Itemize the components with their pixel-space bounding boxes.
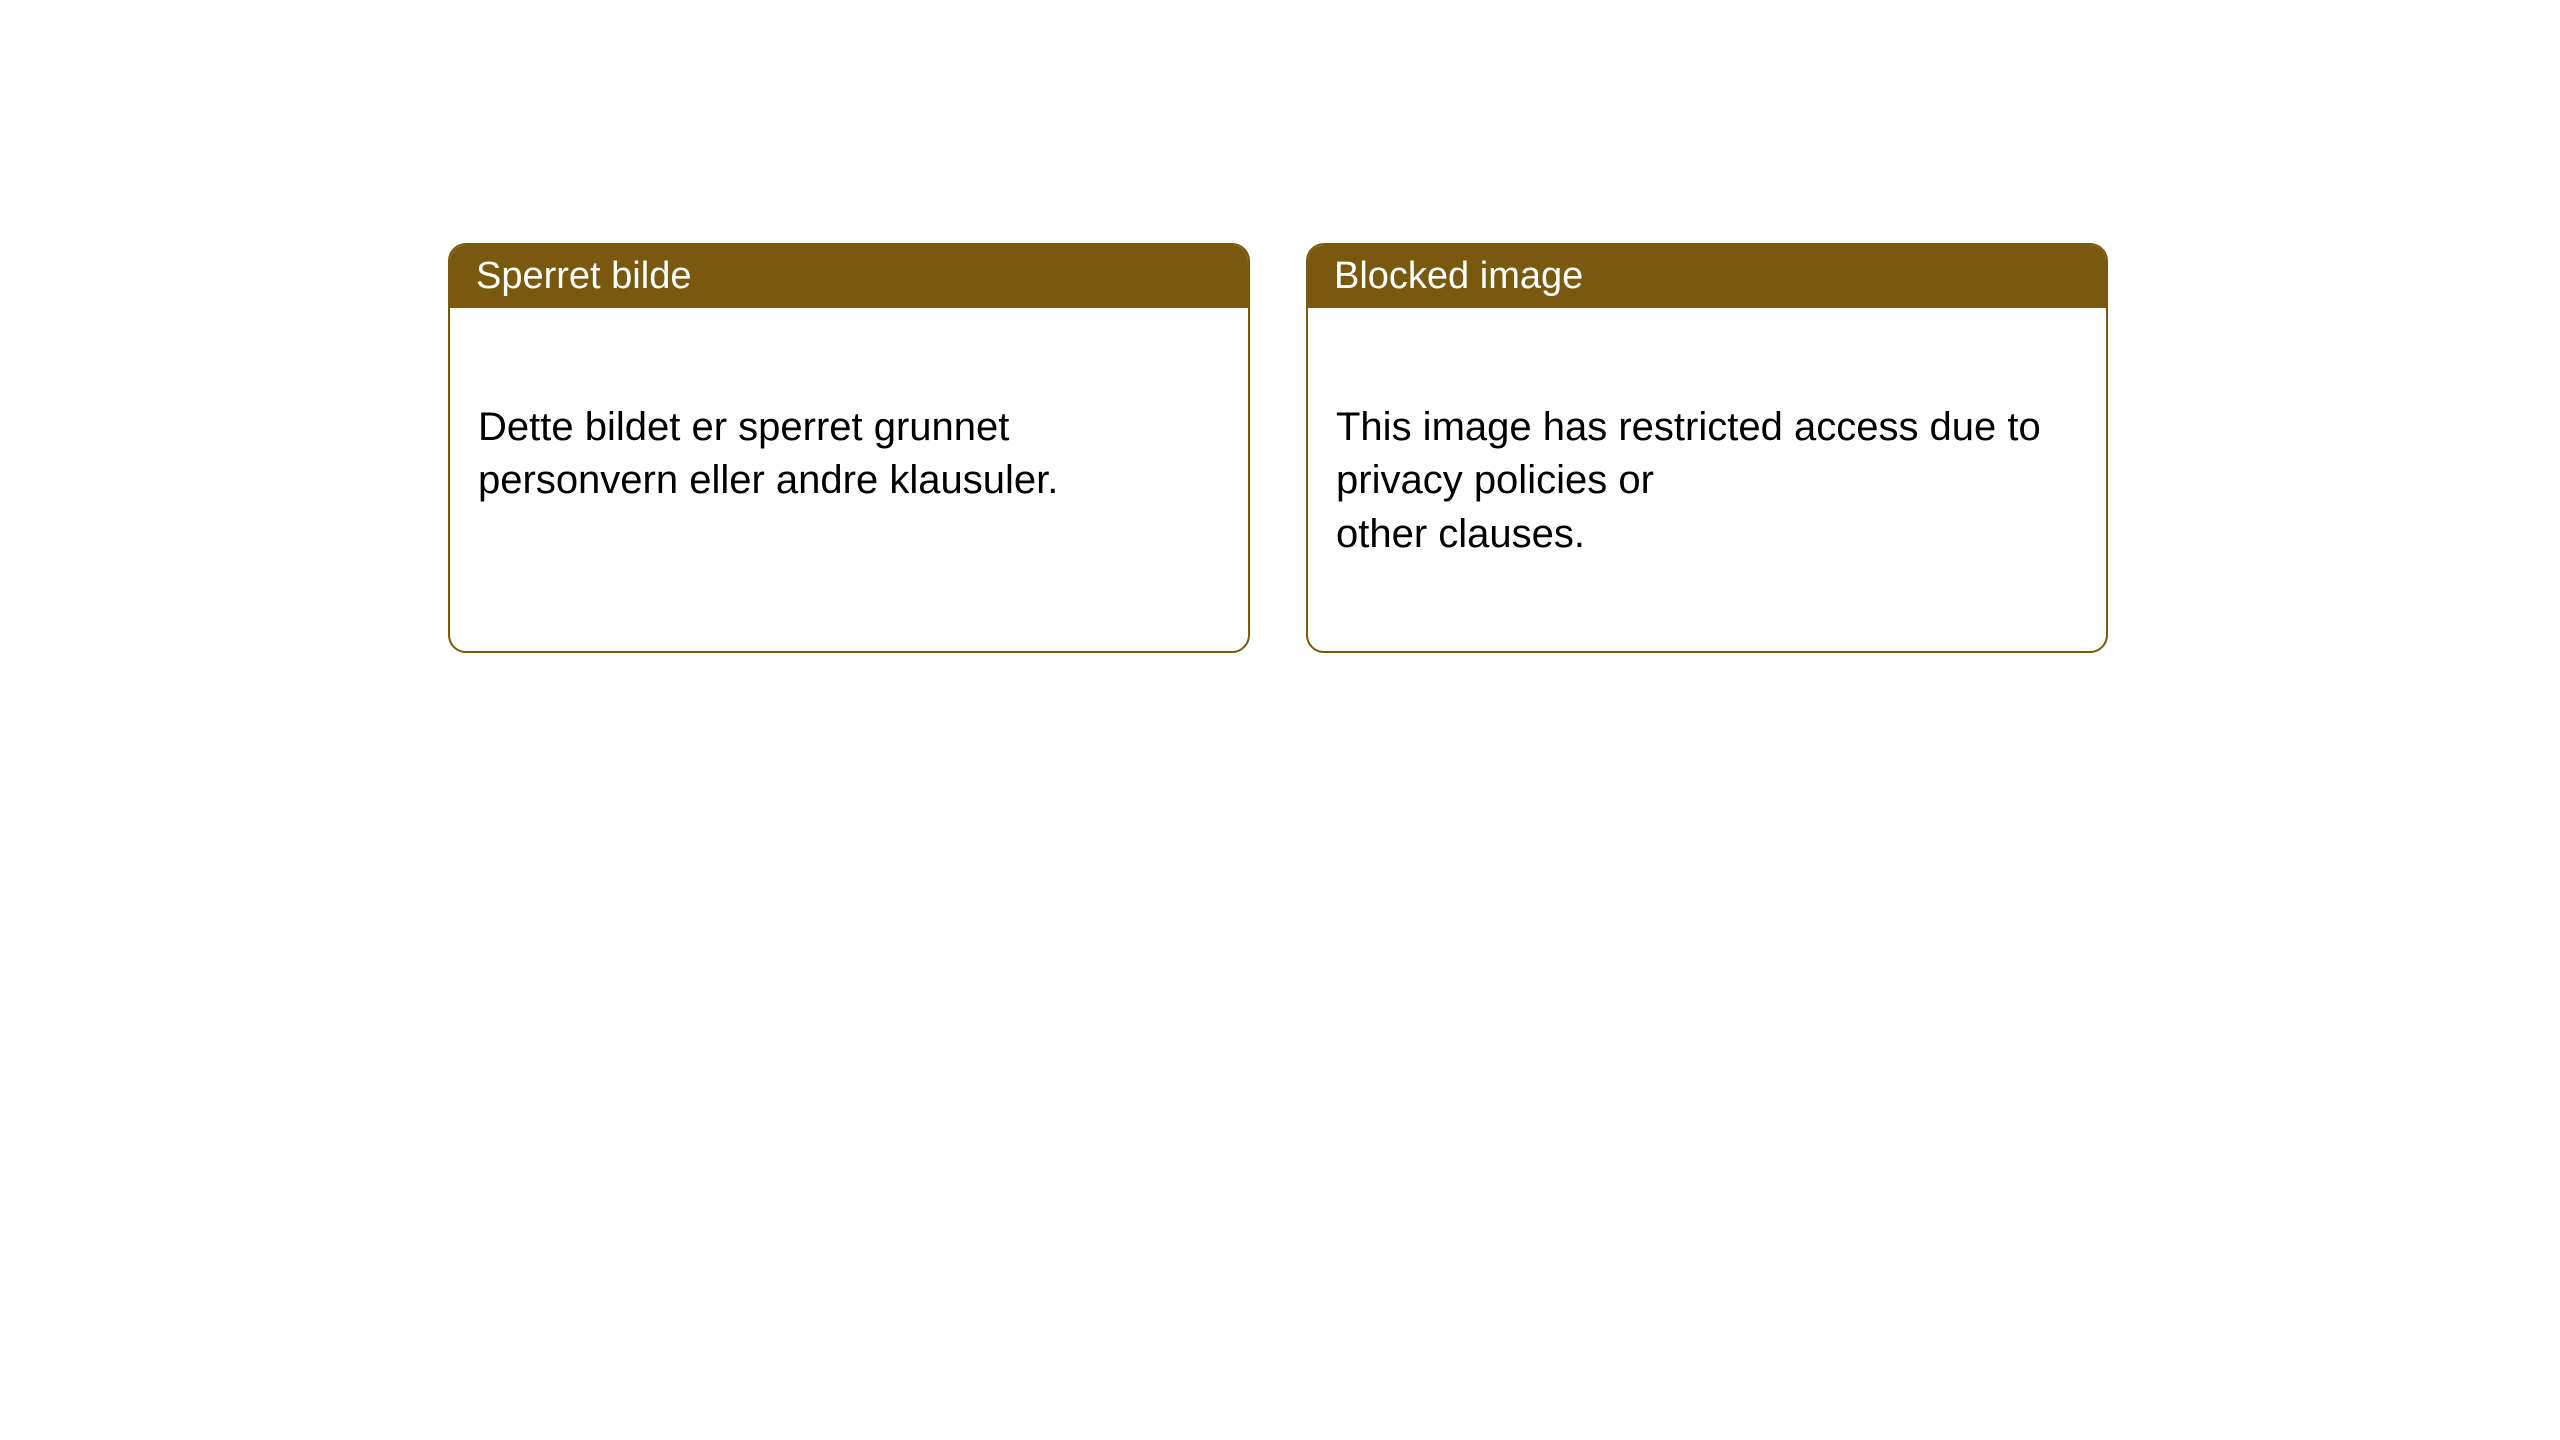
card-container: Sperret bilde Dette bildet er sperret gr… [0, 0, 2560, 653]
card-header-no: Sperret bilde [450, 245, 1248, 308]
card-title-en: Blocked image [1334, 255, 1583, 297]
card-title-no: Sperret bilde [476, 255, 691, 297]
blocked-image-card-en: Blocked image This image has restricted … [1306, 243, 2108, 653]
card-header-en: Blocked image [1308, 245, 2106, 308]
card-body-en: This image has restricted access due to … [1308, 308, 2106, 651]
card-body-text-no: Dette bildet er sperret grunnet personve… [478, 405, 1058, 502]
blocked-image-card-no: Sperret bilde Dette bildet er sperret gr… [448, 243, 1250, 653]
card-body-text-en: This image has restricted access due to … [1336, 405, 2041, 555]
card-body-no: Dette bildet er sperret grunnet personve… [450, 308, 1248, 598]
